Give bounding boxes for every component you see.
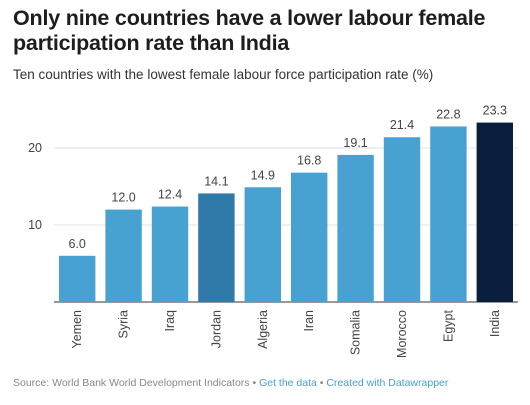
bar-india (476, 122, 513, 302)
category-label-india: India (488, 310, 502, 337)
get-data-link[interactable]: Get the data (259, 377, 317, 389)
chart-footer: Source: World Bank World Development Ind… (13, 377, 448, 389)
source-text: Source: World Bank World Development Ind… (13, 377, 250, 389)
bar-jordan (198, 193, 235, 302)
value-label-india: 23.3 (483, 104, 507, 118)
value-label-iraq: 12.4 (158, 188, 182, 202)
y-tick-label: 10 (28, 218, 42, 232)
category-label-iran: Iran (302, 310, 316, 332)
footer-separator-2: • (316, 377, 327, 389)
bar-somalia (337, 154, 374, 302)
bar-algeria (244, 187, 281, 302)
y-tick-label: 20 (28, 141, 42, 155)
category-label-syria: Syria (117, 310, 131, 339)
category-label-jordan: Jordan (209, 310, 223, 348)
value-label-egypt: 22.8 (436, 107, 460, 121)
bar-egypt (430, 126, 467, 302)
value-label-morocco: 21.4 (390, 118, 414, 132)
value-label-algeria: 14.9 (251, 168, 275, 182)
category-label-egypt: Egypt (441, 309, 455, 341)
category-label-somalia: Somalia (349, 310, 363, 355)
chart-title: Only nine countries have a lower labour … (13, 6, 486, 55)
bar-yemen (59, 255, 96, 302)
category-label-yemen: Yemen (70, 310, 84, 349)
category-label-iraq: Iraq (163, 310, 177, 332)
value-label-syria: 12.0 (111, 191, 135, 205)
value-label-jordan: 14.1 (204, 174, 228, 188)
chart-subtitle: Ten countries with the lowest female lab… (13, 67, 434, 82)
value-label-yemen: 6.0 (69, 237, 86, 251)
bar-iraq (151, 206, 189, 302)
value-label-somalia: 19.1 (343, 136, 367, 150)
category-label-morocco: Morocco (395, 310, 409, 358)
bar-syria (105, 209, 142, 302)
bar-morocco (383, 137, 421, 302)
value-label-iran: 16.8 (297, 154, 321, 168)
category-label-algeria: Algeria (256, 310, 270, 349)
bar-iran (291, 172, 328, 302)
footer-separator-1: • (249, 377, 260, 389)
bar-chart: 10 20 6.0 Yemen 12.0 Syria 12.4 Iraq 14.1 Jordan 1… (28, 104, 518, 358)
datawrapper-link[interactable]: Created with Datawrapper (326, 377, 449, 389)
